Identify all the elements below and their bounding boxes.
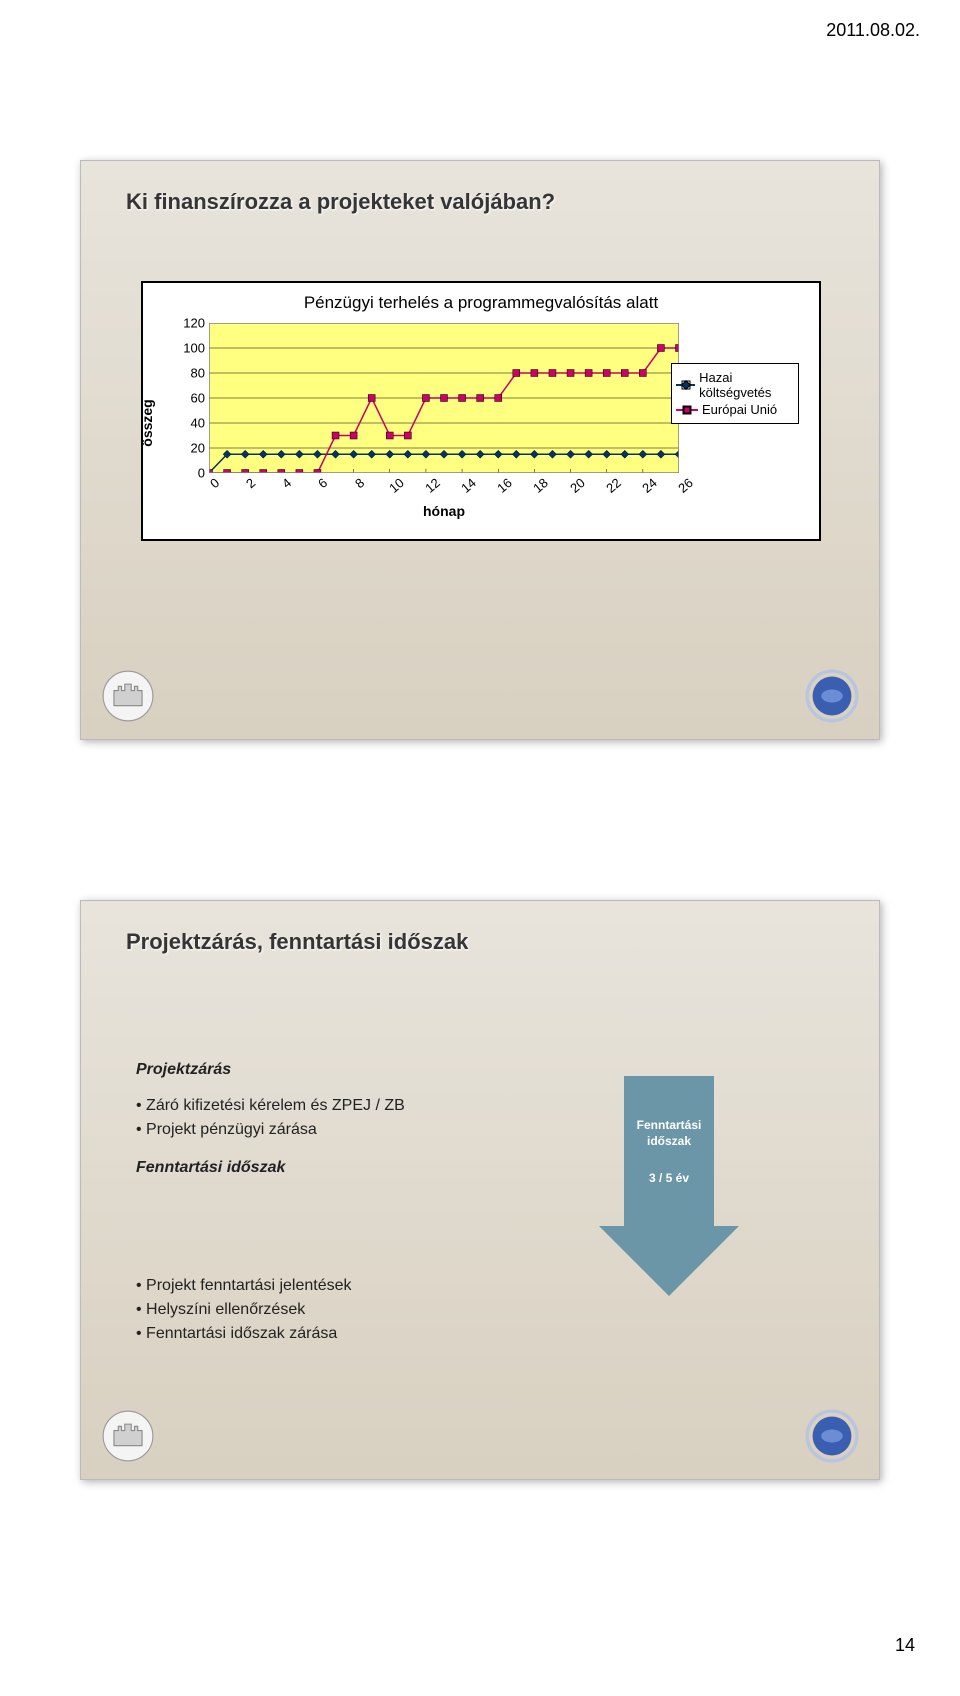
y-tick: 100 bbox=[167, 341, 205, 356]
y-tick: 120 bbox=[167, 316, 205, 331]
list-item: Fenntartási időszak zárása bbox=[136, 1325, 556, 1343]
chart-legend: Hazai költségvetés Európai Unió bbox=[671, 363, 799, 424]
legend-swatch bbox=[676, 409, 698, 411]
chart-plot bbox=[209, 323, 679, 473]
x-tick: 18 bbox=[531, 475, 552, 496]
arrow-line2: időszak bbox=[599, 1134, 739, 1148]
y-tick: 60 bbox=[167, 391, 205, 406]
x-tick: 16 bbox=[494, 475, 515, 496]
list-item: Helyszíni ellenőrzések bbox=[136, 1301, 556, 1319]
x-tick: 14 bbox=[458, 475, 479, 496]
arrow-line3: 3 / 5 év bbox=[599, 1171, 739, 1185]
chart-frame: Pénzügyi terhelés a programmegvalósítás … bbox=[141, 281, 821, 541]
block1-heading: Projektzárás bbox=[136, 1061, 556, 1079]
x-tick: 20 bbox=[567, 475, 588, 496]
list-item: Záró kifizetési kérelem és ZPEJ / ZB bbox=[136, 1097, 556, 1115]
page-date: 2011.08.02. bbox=[826, 20, 920, 41]
page-number: 14 bbox=[895, 1635, 915, 1656]
x-tick: 12 bbox=[422, 475, 443, 496]
y-ticks: 020406080100120 bbox=[167, 323, 205, 473]
slide-2: Projektzárás, fenntartási időszak Projek… bbox=[80, 900, 880, 1480]
list-item: Projekt fenntartási jelentések bbox=[136, 1277, 556, 1295]
block1-list: Záró kifizetési kérelem és ZPEJ / ZB Proj… bbox=[136, 1097, 556, 1139]
castle-icon bbox=[101, 669, 155, 723]
x-ticks: 02468101214161820222426 bbox=[209, 475, 679, 499]
block2-list: Projekt fenntartási jelentések Helyszíni … bbox=[136, 1277, 556, 1343]
x-tick: 4 bbox=[279, 475, 294, 491]
y-tick: 20 bbox=[167, 441, 205, 456]
castle-icon bbox=[101, 1409, 155, 1463]
globe-icon bbox=[805, 669, 859, 723]
y-tick: 80 bbox=[167, 366, 205, 381]
block-fenntartasi: Projekt fenntartási jelentések Helyszíni … bbox=[136, 1271, 556, 1363]
x-tick: 24 bbox=[639, 475, 660, 496]
slide2-title: Projektzárás, fenntartási időszak bbox=[126, 929, 468, 955]
y-axis-label: összeg bbox=[139, 399, 155, 446]
x-axis-label: hónap bbox=[209, 503, 679, 519]
x-tick: 8 bbox=[352, 475, 367, 491]
legend-item: Hazai költségvetés bbox=[676, 370, 794, 400]
block-projektzaras: Projektzárás Záró kifizetési kérelem és … bbox=[136, 1061, 556, 1195]
globe-icon bbox=[805, 1409, 859, 1463]
legend-label: Európai Unió bbox=[702, 402, 777, 417]
chart-title: Pénzügyi terhelés a programmegvalósítás … bbox=[153, 293, 809, 313]
legend-item: Európai Unió bbox=[676, 402, 794, 417]
x-tick: 6 bbox=[316, 475, 331, 491]
arrow-line1: Fenntartási bbox=[599, 1118, 739, 1132]
x-tick: 10 bbox=[386, 475, 407, 496]
legend-label: Hazai költségvetés bbox=[699, 370, 794, 400]
legend-swatch bbox=[676, 384, 695, 386]
list-item: Projekt pénzügyi zárása bbox=[136, 1121, 556, 1139]
x-tick: 26 bbox=[675, 475, 696, 496]
x-tick: 22 bbox=[603, 475, 624, 496]
slide-1: Ki finanszírozza a projekteket valójában… bbox=[80, 160, 880, 740]
chart-body: összeg 020406080100120 02468101214161820… bbox=[153, 323, 809, 523]
x-tick: 2 bbox=[243, 475, 258, 491]
x-tick: 0 bbox=[207, 475, 222, 491]
maintenance-arrow: Fenntartási időszak 3 / 5 év bbox=[599, 1076, 739, 1296]
block2-heading: Fenntartási időszak bbox=[136, 1159, 556, 1177]
y-tick: 0 bbox=[167, 466, 205, 481]
slide1-title: Ki finanszírozza a projekteket valójában… bbox=[126, 189, 555, 215]
y-tick: 40 bbox=[167, 416, 205, 431]
